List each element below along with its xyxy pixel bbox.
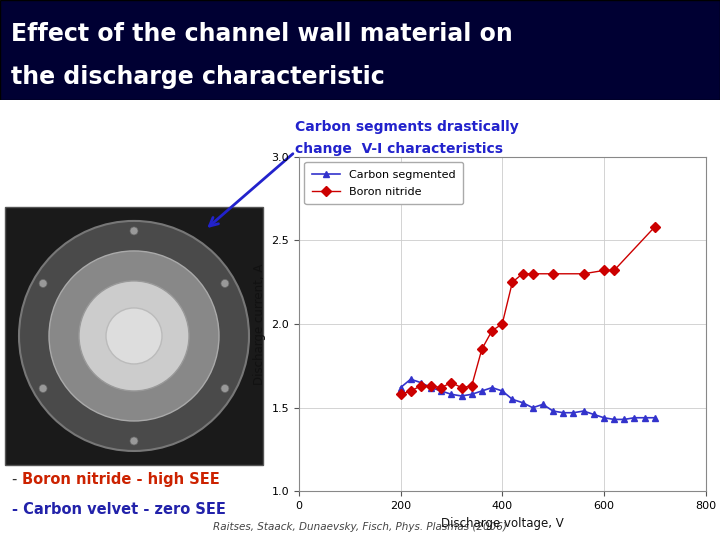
Circle shape: [130, 227, 138, 235]
Boron nitride: [457, 384, 466, 391]
Boron nitride: [600, 267, 608, 274]
Carbon segmented: [396, 384, 405, 391]
Boron nitride: [396, 391, 405, 397]
Carbon segmented: [610, 416, 618, 423]
Boron nitride: [549, 271, 557, 277]
Boron nitride: [477, 346, 486, 352]
Text: - Carbon velvet - zero SEE: - Carbon velvet - zero SEE: [12, 502, 226, 517]
Boron nitride: [427, 383, 436, 389]
Boron nitride: [467, 383, 476, 389]
Carbon segmented: [650, 415, 659, 421]
Text: change  V-I characteristics: change V-I characteristics: [295, 142, 503, 156]
Boron nitride: [406, 388, 415, 394]
Carbon segmented: [427, 384, 436, 391]
Carbon segmented: [406, 376, 415, 382]
Carbon segmented: [416, 380, 425, 386]
Carbon segmented: [640, 415, 649, 421]
Carbon segmented: [457, 393, 466, 399]
Boron nitride: [580, 271, 588, 277]
Circle shape: [49, 251, 219, 421]
Text: the discharge characteristic: the discharge characteristic: [11, 65, 384, 89]
Circle shape: [130, 437, 138, 445]
Carbon segmented: [518, 400, 527, 406]
Carbon segmented: [549, 408, 557, 414]
Boron nitride: [437, 384, 446, 391]
Carbon segmented: [447, 391, 456, 397]
Bar: [5, 207, 263, 465]
Y-axis label: Discharge current, A: Discharge current, A: [253, 264, 266, 384]
Carbon segmented: [508, 396, 517, 403]
Circle shape: [39, 384, 47, 393]
Text: Effect of the channel wall material on: Effect of the channel wall material on: [11, 22, 513, 46]
Carbon segmented: [559, 409, 567, 416]
FancyBboxPatch shape: [0, 0, 720, 100]
Text: Carbon segments drastically: Carbon segments drastically: [295, 120, 518, 134]
Circle shape: [39, 279, 47, 287]
Boron nitride: [487, 327, 496, 334]
Line: Carbon segmented: Carbon segmented: [397, 376, 658, 423]
Carbon segmented: [590, 411, 598, 417]
Boron nitride: [528, 271, 537, 277]
Carbon segmented: [477, 388, 486, 394]
Text: -: -: [12, 472, 22, 487]
Circle shape: [106, 308, 162, 364]
Boron nitride: [447, 380, 456, 386]
Legend: Carbon segmented, Boron nitride: Carbon segmented, Boron nitride: [305, 162, 463, 204]
Carbon segmented: [528, 404, 537, 411]
X-axis label: Discharge voltage, V: Discharge voltage, V: [441, 517, 564, 530]
Text: Boron nitride - high SEE: Boron nitride - high SEE: [22, 472, 220, 487]
Carbon segmented: [580, 408, 588, 414]
Carbon segmented: [630, 415, 639, 421]
Carbon segmented: [620, 416, 629, 423]
Boron nitride: [498, 321, 507, 327]
Boron nitride: [416, 383, 425, 389]
Text: Raitses, Staack, Dunaevsky, Fisch, Phys. Plasmas (2006): Raitses, Staack, Dunaevsky, Fisch, Phys.…: [213, 522, 507, 532]
Carbon segmented: [437, 388, 446, 394]
Boron nitride: [508, 279, 517, 285]
Circle shape: [19, 221, 249, 451]
Carbon segmented: [600, 415, 608, 421]
Carbon segmented: [467, 391, 476, 397]
Carbon segmented: [487, 384, 496, 391]
Boron nitride: [650, 224, 659, 230]
Carbon segmented: [569, 409, 577, 416]
Line: Boron nitride: Boron nitride: [397, 223, 659, 398]
Carbon segmented: [498, 388, 507, 394]
Circle shape: [221, 384, 229, 393]
Circle shape: [221, 279, 229, 287]
Circle shape: [79, 281, 189, 391]
Boron nitride: [518, 271, 527, 277]
Carbon segmented: [539, 401, 547, 408]
Boron nitride: [610, 267, 618, 274]
